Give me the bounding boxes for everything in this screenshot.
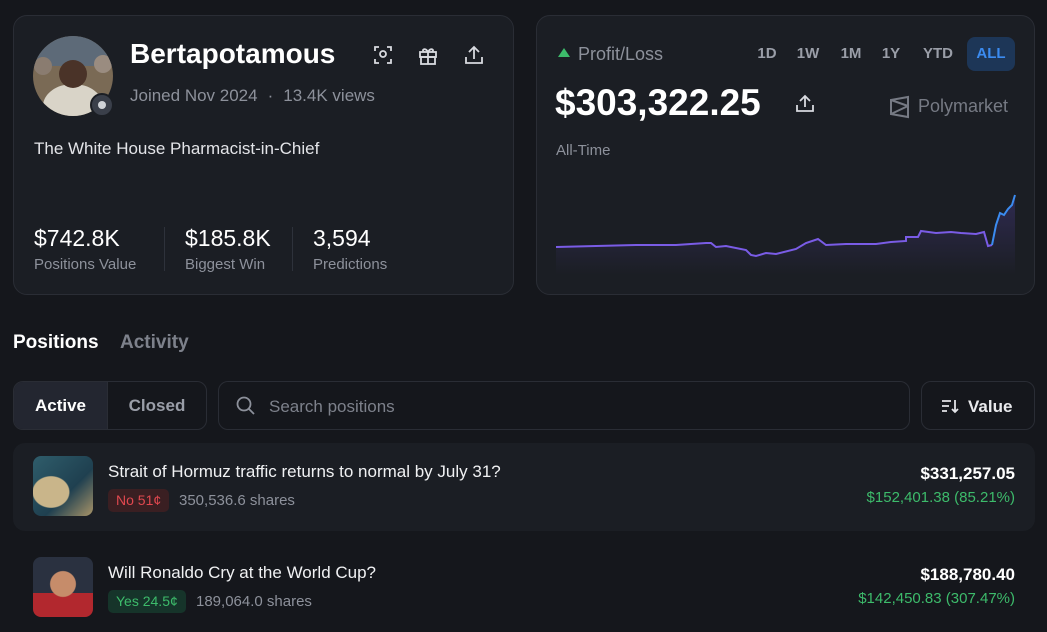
pnl-up-icon	[558, 48, 570, 57]
pnl-share-icon[interactable]	[796, 94, 814, 114]
position-title[interactable]: Will Ronaldo Cry at the World Cup?	[108, 563, 377, 582]
search-placeholder: Search positions	[269, 397, 395, 416]
position-thumbnail	[33, 456, 93, 516]
filter-button[interactable]: Active	[14, 382, 108, 429]
range-button[interactable]: 1W	[796, 45, 820, 62]
profile-actions	[374, 45, 483, 65]
shares: 189,064.0 shares	[196, 593, 312, 610]
stat-label: Predictions	[313, 256, 388, 273]
filter-group: Active Closed	[13, 381, 207, 430]
pnl-label: Profit/Loss	[578, 44, 664, 64]
pnl-period: All-Time	[556, 142, 611, 159]
profile-name: Bertapotamous	[130, 38, 336, 69]
sort-icon	[942, 400, 959, 414]
stat-value: $185.8K	[185, 225, 271, 251]
brand-name: Polymarket	[918, 96, 1009, 116]
pnl-sparkline	[555, 194, 1016, 275]
position-row[interactable]	[13, 544, 1035, 632]
sort-button[interactable]	[921, 381, 1035, 430]
range-button[interactable]: YTD	[923, 45, 953, 62]
range-button[interactable]: 1Y	[881, 45, 901, 62]
search-box[interactable]	[218, 381, 910, 430]
range-button[interactable]: ALL	[967, 37, 1015, 71]
avatar[interactable]	[33, 36, 115, 118]
range-button[interactable]: 1M	[840, 45, 862, 62]
pnl-amount: $303,322.25	[555, 82, 761, 123]
sort-label: Value	[968, 397, 1013, 416]
shares: 350,536.6 shares	[179, 492, 295, 509]
position-row[interactable]	[13, 443, 1035, 531]
position-pnl: $142,450.83 (307.47%)	[858, 590, 1015, 607]
tab[interactable]: Activity	[120, 332, 189, 353]
scan-icon[interactable]	[374, 46, 392, 64]
stat-label: Positions Value	[34, 256, 137, 273]
brand-logo	[890, 95, 909, 119]
position-thumbnail	[33, 557, 93, 617]
position-value: $331,257.05	[920, 464, 1015, 483]
stat-value: $742.8K	[34, 225, 120, 251]
stat-divider	[292, 227, 293, 271]
filter-button[interactable]: Closed	[128, 396, 186, 415]
page: { "profile": { "name": "Bertapotamous", …	[13, 15, 1035, 617]
position-title[interactable]: Strait of Hormuz traffic returns to norm…	[108, 462, 501, 481]
stat-divider	[164, 227, 165, 271]
tab[interactable]: Positions	[13, 332, 99, 353]
outcome-pill: Yes 24.5¢	[108, 590, 186, 613]
range-button[interactable]: 1D	[757, 45, 777, 62]
share-icon[interactable]	[465, 45, 483, 64]
profile-meta: Joined Nov 2024 · 13.4K views	[130, 86, 375, 105]
position-value: $188,780.40	[920, 565, 1015, 584]
views: 13.4K views	[283, 86, 375, 105]
position-pnl: $152,401.38 (85.21%)	[866, 489, 1015, 506]
bio: The White House Pharmacist-in-Chief	[34, 139, 320, 158]
outcome-pill: No 51¢	[108, 489, 170, 512]
joined: Joined Nov 2024	[130, 86, 258, 105]
stat-value: 3,594	[313, 225, 371, 251]
search-icon	[236, 396, 255, 415]
stat-label: Biggest Win	[185, 256, 266, 273]
